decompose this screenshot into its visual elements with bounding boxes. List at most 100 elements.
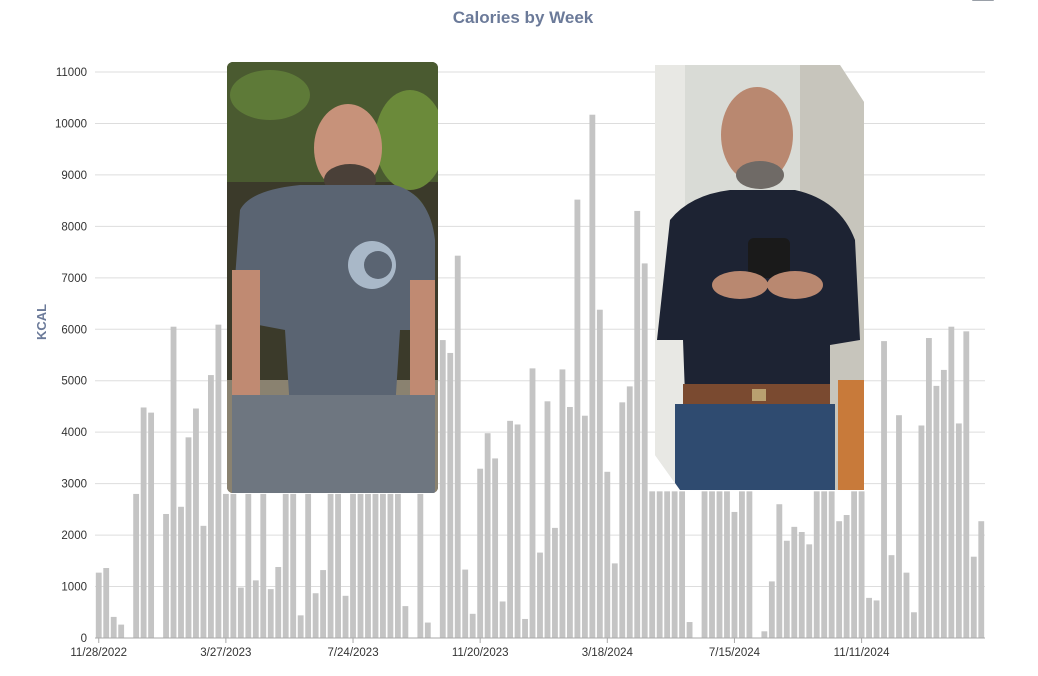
bar[interactable]: [970, 556, 977, 638]
bar[interactable]: [297, 615, 304, 638]
bar[interactable]: [185, 437, 192, 638]
bar[interactable]: [940, 369, 947, 638]
bar[interactable]: [858, 491, 865, 638]
bar[interactable]: [581, 415, 588, 638]
bar[interactable]: [365, 493, 371, 638]
bar[interactable]: [873, 600, 880, 638]
bar[interactable]: [469, 613, 476, 638]
bar[interactable]: [911, 612, 917, 638]
bar[interactable]: [260, 493, 267, 638]
bar[interactable]: [679, 491, 686, 638]
bar[interactable]: [462, 569, 469, 638]
bar[interactable]: [222, 493, 229, 638]
bar[interactable]: [888, 555, 895, 638]
bar[interactable]: [813, 491, 820, 638]
bar[interactable]: [245, 493, 252, 638]
bar[interactable]: [626, 386, 633, 638]
bar[interactable]: [851, 491, 858, 638]
bar[interactable]: [320, 570, 327, 638]
bar[interactable]: [701, 491, 708, 638]
bar[interactable]: [237, 587, 244, 638]
bar[interactable]: [148, 412, 155, 638]
bar[interactable]: [424, 622, 431, 638]
bar[interactable]: [454, 255, 461, 638]
bar[interactable]: [716, 491, 723, 638]
bar[interactable]: [649, 491, 656, 638]
bar[interactable]: [305, 493, 312, 638]
bar[interactable]: [634, 210, 641, 638]
bar[interactable]: [761, 631, 768, 638]
bar[interactable]: [567, 406, 573, 638]
bar[interactable]: [746, 491, 753, 638]
bar[interactable]: [193, 408, 199, 638]
bar[interactable]: [664, 491, 671, 638]
bar[interactable]: [544, 401, 551, 638]
bar[interactable]: [843, 515, 850, 638]
bar[interactable]: [918, 425, 925, 638]
bar[interactable]: [948, 326, 955, 638]
bar[interactable]: [896, 415, 902, 638]
bar[interactable]: [170, 326, 177, 638]
bar[interactable]: [881, 341, 887, 638]
bar[interactable]: [327, 493, 334, 638]
bar[interactable]: [447, 352, 454, 638]
bar[interactable]: [312, 593, 319, 638]
bar[interactable]: [118, 624, 125, 638]
bar[interactable]: [372, 493, 379, 638]
bar[interactable]: [484, 433, 491, 638]
bar[interactable]: [95, 572, 102, 638]
bar[interactable]: [499, 601, 506, 638]
bar[interactable]: [783, 540, 790, 638]
bar[interactable]: [978, 521, 985, 638]
bar[interactable]: [267, 589, 274, 638]
bar[interactable]: [604, 471, 611, 638]
bar[interactable]: [836, 521, 843, 638]
bar[interactable]: [335, 493, 341, 638]
bar[interactable]: [477, 468, 484, 638]
bar[interactable]: [768, 581, 775, 638]
hamburger-menu-icon[interactable]: [972, 0, 994, 4]
bar[interactable]: [252, 580, 259, 638]
bar[interactable]: [342, 595, 349, 638]
bar[interactable]: [357, 493, 364, 638]
bar[interactable]: [611, 563, 618, 638]
bar[interactable]: [776, 504, 783, 638]
bar[interactable]: [925, 338, 932, 638]
bar[interactable]: [402, 606, 409, 638]
bar[interactable]: [574, 199, 581, 639]
bar[interactable]: [821, 491, 828, 638]
bar[interactable]: [230, 493, 237, 638]
bar[interactable]: [559, 369, 566, 638]
bar[interactable]: [290, 493, 297, 638]
bar[interactable]: [350, 493, 356, 638]
bar[interactable]: [709, 491, 715, 638]
bar[interactable]: [163, 513, 169, 638]
bar[interactable]: [724, 491, 730, 638]
bar[interactable]: [387, 493, 394, 638]
bar[interactable]: [507, 420, 513, 638]
bar[interactable]: [731, 511, 738, 638]
bar[interactable]: [806, 544, 813, 638]
bar[interactable]: [215, 324, 222, 638]
bar[interactable]: [178, 506, 184, 638]
bar[interactable]: [955, 423, 962, 638]
bar[interactable]: [828, 491, 835, 638]
bar[interactable]: [963, 331, 970, 638]
bar[interactable]: [103, 568, 110, 638]
bar[interactable]: [529, 368, 536, 638]
bar[interactable]: [552, 527, 558, 638]
bar[interactable]: [903, 572, 910, 638]
bar[interactable]: [514, 424, 521, 638]
bar[interactable]: [798, 532, 805, 638]
bar[interactable]: [596, 309, 603, 638]
bar[interactable]: [933, 385, 940, 638]
bar[interactable]: [671, 491, 678, 638]
bar[interactable]: [739, 491, 745, 638]
bar[interactable]: [522, 618, 528, 638]
bar[interactable]: [439, 340, 446, 638]
bar[interactable]: [866, 597, 872, 638]
bar[interactable]: [492, 458, 499, 638]
bar[interactable]: [140, 407, 147, 638]
bar[interactable]: [537, 552, 543, 638]
bar[interactable]: [619, 402, 626, 638]
